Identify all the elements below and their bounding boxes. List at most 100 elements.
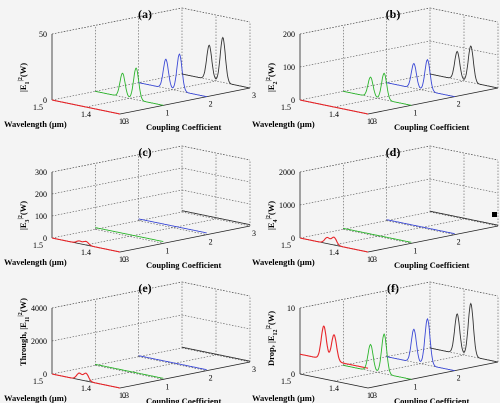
coupling-axis	[119, 87, 251, 115]
z-tick-label: 50	[39, 30, 47, 39]
grid-line	[181, 281, 251, 297]
grid-line	[51, 7, 183, 35]
black-series-line	[429, 302, 499, 363]
grid-line	[85, 218, 217, 246]
red-series-line	[51, 237, 121, 253]
coupling-tick-label: 2	[457, 100, 461, 109]
grid-line	[299, 178, 431, 206]
wavelength-tick-label: 1.4	[329, 110, 339, 119]
grid-line	[333, 218, 465, 246]
red-series-line	[299, 99, 369, 115]
z-tick-label: 10	[287, 304, 295, 313]
black-series-line	[181, 346, 251, 362]
z-tick-label: 0	[43, 370, 47, 379]
coupling-axis	[119, 361, 251, 389]
grid-line	[95, 365, 164, 380]
wavelength-tick-label: 1.3	[367, 391, 377, 400]
black-square-marker	[492, 212, 497, 217]
wavelength-tick-label: 1.3	[119, 391, 129, 400]
z-tick-label: 4000	[31, 304, 47, 313]
wavelength-tick-label: 1.5	[33, 377, 43, 386]
wavelength-tick-label: 1.5	[281, 103, 291, 112]
grid-line	[299, 281, 431, 309]
z-tick-label: 100	[283, 63, 295, 72]
grid-line	[51, 347, 183, 375]
grid-line	[429, 7, 499, 23]
red-series-line	[51, 372, 121, 389]
coupling-axis-label: Coupling Coefficient	[146, 396, 221, 403]
wavelength-axis-label: Wavelength (μm)	[252, 257, 315, 267]
coupling-axis	[367, 361, 499, 389]
coupling-tick-label: 3	[252, 229, 256, 238]
grid-line	[51, 167, 183, 195]
coupling-tick-label: 2	[209, 238, 213, 247]
coupling-tick-label: 2	[457, 374, 461, 383]
z-tick-label: 0	[291, 96, 295, 105]
grid-line	[51, 281, 183, 309]
z-tick-label: 100	[35, 212, 47, 221]
black-series-line	[429, 45, 499, 89]
coupling-tick-label: 3	[252, 365, 256, 374]
panel-label: (d)	[386, 145, 401, 159]
grid-line	[299, 40, 431, 68]
wavelength-axis-label: Wavelength (μm)	[4, 393, 67, 403]
green-series-line	[343, 333, 412, 380]
z-tick-label: 0	[291, 370, 295, 379]
grid-line	[299, 145, 431, 173]
coupling-tick-label: 2	[457, 238, 461, 247]
z-tick-label: 2000	[279, 168, 295, 177]
wavelength-axis-label: Wavelength (μm)	[4, 257, 67, 267]
wavelength-tick-label: 1.4	[81, 384, 91, 393]
grid-line	[299, 211, 431, 239]
grid-line	[181, 314, 251, 330]
z-tick-label: 200	[35, 190, 47, 199]
panel-label: (e)	[138, 281, 151, 295]
z-axis-label: |E3|2(W)	[18, 201, 31, 230]
coupling-tick-label: 0	[370, 117, 374, 126]
coupling-axis	[367, 87, 499, 115]
z-axis-label: Through, |E11|2(W)	[18, 298, 31, 366]
grid-line	[181, 347, 251, 363]
red-series-line	[299, 236, 369, 253]
coupling-tick-label: 1	[413, 382, 417, 391]
blue-series-line	[138, 53, 207, 98]
coupling-axis-label: Coupling Coefficient	[394, 122, 469, 132]
z-tick-label: 0	[43, 96, 47, 105]
wavelength-tick-label: 1.4	[329, 248, 339, 257]
grid-line	[51, 73, 183, 101]
wavelength-tick-label: 1.3	[367, 117, 377, 126]
panel-label: (a)	[138, 7, 152, 21]
red-series-line	[51, 99, 121, 115]
wavelength-axis-label: Wavelength (μm)	[252, 393, 315, 403]
grid-line	[181, 189, 251, 205]
wavelength-tick-label: 1.3	[367, 255, 377, 264]
wavelength-axis	[299, 373, 369, 389]
grid-line	[299, 7, 431, 35]
grid-line	[429, 40, 499, 56]
wavelength-tick-label: 1.4	[81, 110, 91, 119]
wavelength-tick-label: 1.5	[281, 377, 291, 386]
coupling-tick-label: 1	[165, 108, 169, 117]
coupling-tick-label: 0	[370, 391, 374, 400]
z-axis-label: |E4|2(W)	[266, 201, 279, 230]
grid-line	[386, 220, 455, 235]
grid-line	[299, 73, 431, 101]
z-axis-label: Drop, |E12|2(W)	[266, 311, 279, 366]
black-series-line	[181, 36, 251, 89]
grid-line	[138, 220, 207, 235]
green-series-line	[95, 363, 164, 379]
coupling-tick-label: 0	[370, 255, 374, 264]
panel-label: (f)	[387, 281, 399, 295]
blue-series-line	[138, 355, 207, 371]
wavelength-tick-label: 1.4	[329, 384, 339, 393]
black-series-line	[429, 210, 499, 226]
grid-line	[429, 178, 499, 194]
blue-series-line	[386, 58, 455, 98]
grid-line	[333, 80, 465, 108]
coupling-tick-label: 1	[413, 108, 417, 117]
z-tick-label: 0	[43, 234, 47, 243]
grid-line	[333, 354, 465, 382]
